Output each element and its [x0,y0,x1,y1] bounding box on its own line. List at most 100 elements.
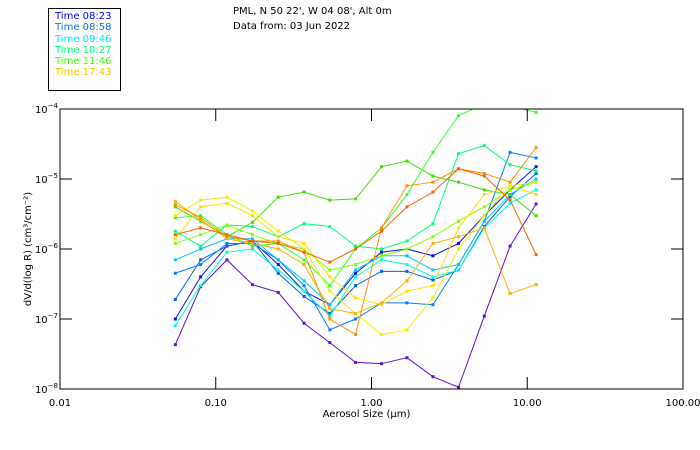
y-axis-label: dV/d(log R) (cm³/cm⁻²) [23,192,34,306]
data-point [199,275,203,279]
data-point [328,198,332,202]
data-point [380,254,384,258]
data-point [354,275,358,279]
data-point [276,290,280,294]
data-point [250,283,254,287]
plot-frame [59,108,684,390]
data-point [457,268,461,272]
data-point [328,317,332,321]
data-point [431,275,435,279]
data-point [276,235,280,239]
data-point [173,271,177,275]
data-point [431,303,435,307]
data-point [431,235,435,239]
chart-title: PML, N 50 22', W 04 08', Alt 0m [233,6,392,17]
data-point [482,144,486,148]
data-point [328,307,332,311]
data-point [302,250,306,254]
data-point [173,205,177,209]
data-point [380,258,384,262]
data-point [431,180,435,184]
data-point [431,278,435,282]
data-point [457,247,461,251]
data-point [482,226,486,230]
data-point [380,301,384,305]
data-point [250,214,254,218]
series-line-s6 [174,189,537,327]
data-point [431,375,435,379]
x-axis-label: Aerosol Size (µm) [323,409,411,420]
data-point [534,146,538,150]
data-point [405,289,409,293]
y-tick-label: 10−8 [35,382,58,396]
series-line-s10 [175,181,537,271]
y-tick-base: 10 [35,385,48,396]
x-tick-label: 0.01 [49,398,71,409]
data-point [199,214,203,218]
data-point [431,150,435,154]
data-point [534,214,538,218]
data-point [431,254,435,258]
data-point [173,233,177,237]
data-point [225,244,229,248]
data-point [380,362,384,366]
series-line-s11 [175,181,537,336]
data-point [508,201,512,205]
data-point [405,205,409,209]
data-point [225,223,229,227]
chart-subtitle: Data from: 03 Jun 2022 [233,21,351,32]
data-point [302,258,306,262]
data-point [199,244,203,248]
data-point [276,229,280,233]
legend-entry: Time 10:27 [55,44,112,56]
data-point [534,156,538,160]
data-point [302,321,306,325]
data-point [225,201,229,205]
data-point [405,159,409,163]
data-point [508,188,512,192]
data-point [405,254,409,258]
data-point [482,314,486,318]
data-point [328,314,332,318]
data-point [354,197,358,201]
data-point [173,203,177,207]
data-point [534,253,538,257]
data-point [380,226,384,230]
data-point [431,296,435,300]
data-point [173,216,177,220]
data-point [508,198,512,202]
data-point [225,233,229,237]
series-group [173,102,538,389]
data-point [354,268,358,272]
data-point [534,193,538,197]
data-point [302,190,306,194]
data-point [276,268,280,272]
data-point [354,244,358,248]
data-point [483,102,486,105]
y-tick-base: 10 [35,245,48,256]
y-tick-exponent: −7 [48,312,58,320]
data-point [328,260,332,264]
data-point [225,195,229,199]
data-point [431,174,435,178]
data-point [354,360,358,364]
y-tick-base: 10 [35,175,48,186]
data-point [354,296,358,300]
data-point [225,250,229,254]
x-tick-label: 1.00 [360,398,382,409]
data-point [199,198,203,202]
data-point [405,269,409,273]
data-point [225,235,229,239]
data-point [508,244,512,248]
y-tick-label: 10−7 [35,312,58,326]
data-point [302,241,306,245]
data-point [354,317,358,321]
data-point [508,180,512,184]
data-point [380,250,384,254]
data-point [354,284,358,288]
data-point [482,219,486,223]
data-point [457,385,461,389]
data-point [199,258,203,262]
data-point [225,237,229,241]
